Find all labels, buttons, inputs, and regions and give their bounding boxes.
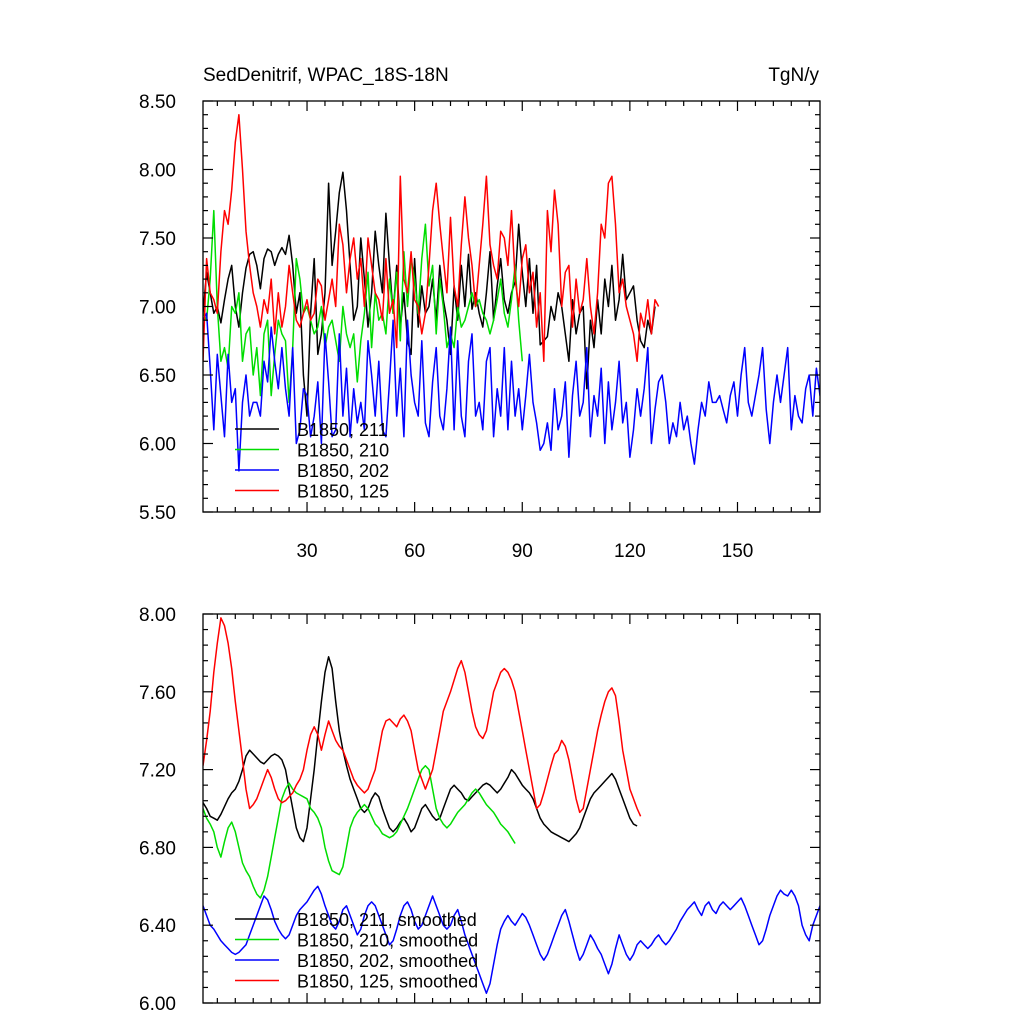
chart-1-series-1-line <box>203 764 516 899</box>
chart-1-ytick-label: 6.40 <box>139 916 176 937</box>
chart-1-legend-label-2: B1850, 202, smoothed <box>297 951 478 971</box>
chart-1-series-0-line <box>203 656 638 843</box>
chart-0-series-3-line <box>203 113 660 363</box>
bottom-chart-panel: 6.00 6.40 6.80 7.20 7.60 8.00 B1850, 211, smoo… <box>139 605 821 1015</box>
chart-0-series-group <box>203 113 820 472</box>
chart-0-units-label: TgN/y <box>768 65 819 86</box>
chart-0-legend-label-1: B1850, 210 <box>297 441 389 461</box>
chart-0-title: SedDenitrif, WPAC_18S-18N <box>203 65 449 86</box>
chart-0-ytick-label: 8.00 <box>139 161 176 182</box>
chart-0-ytick-label: 5.50 <box>139 503 176 524</box>
chart-1-ytick-label: 8.00 <box>139 605 176 626</box>
chart-1-plot-frame <box>202 613 821 1004</box>
chart-1-series-group <box>203 617 820 995</box>
chart-0-ytick-label: 7.00 <box>139 298 176 319</box>
chart-1-legend-label-0: B1850, 211, smoothed <box>297 910 477 930</box>
top-chart-panel: SedDenitrif, WPAC_18S-18N TgN/y 5.50 6.00 6.… <box>139 65 821 562</box>
chart-0-ytick-label: 6.50 <box>139 366 176 387</box>
chart-1-series-2-line <box>203 885 820 995</box>
chart-0-ytick-label: 8.50 <box>139 92 176 113</box>
chart-0-xtick-label: 60 <box>404 541 425 562</box>
chart-0-series-1-line <box>203 209 524 404</box>
chart-1-legend-label-3: B1850, 125, smoothed <box>297 972 478 992</box>
chart-0-ytick-label: 7.50 <box>139 229 176 250</box>
chart-0-xtick-label: 120 <box>614 541 646 562</box>
chart-1-ytick-label: 7.60 <box>139 683 176 704</box>
chart-0-xtick-label: 150 <box>722 541 754 562</box>
chart-0-legend-label-0: B1850, 211 <box>297 420 388 440</box>
chart-0-ytick-label: 6.00 <box>139 435 176 456</box>
chart-1-ytick-label: 6.80 <box>139 838 176 859</box>
chart-1-ytick-label: 6.00 <box>139 994 176 1015</box>
chart-1-ytick-label: 7.20 <box>139 761 176 782</box>
chart-0-xtick-label: 30 <box>296 541 317 562</box>
chart-0-xtick-label: 90 <box>512 541 533 562</box>
chart-0-legend-label-3: B1850, 125 <box>297 482 389 502</box>
chart-1-series-3-line <box>203 617 642 817</box>
chart-1-legend-label-1: B1850, 210, smoothed <box>297 931 478 951</box>
chart-0-series-2-line <box>203 312 820 472</box>
chart-0-legend-label-2: B1850, 202 <box>297 461 389 481</box>
